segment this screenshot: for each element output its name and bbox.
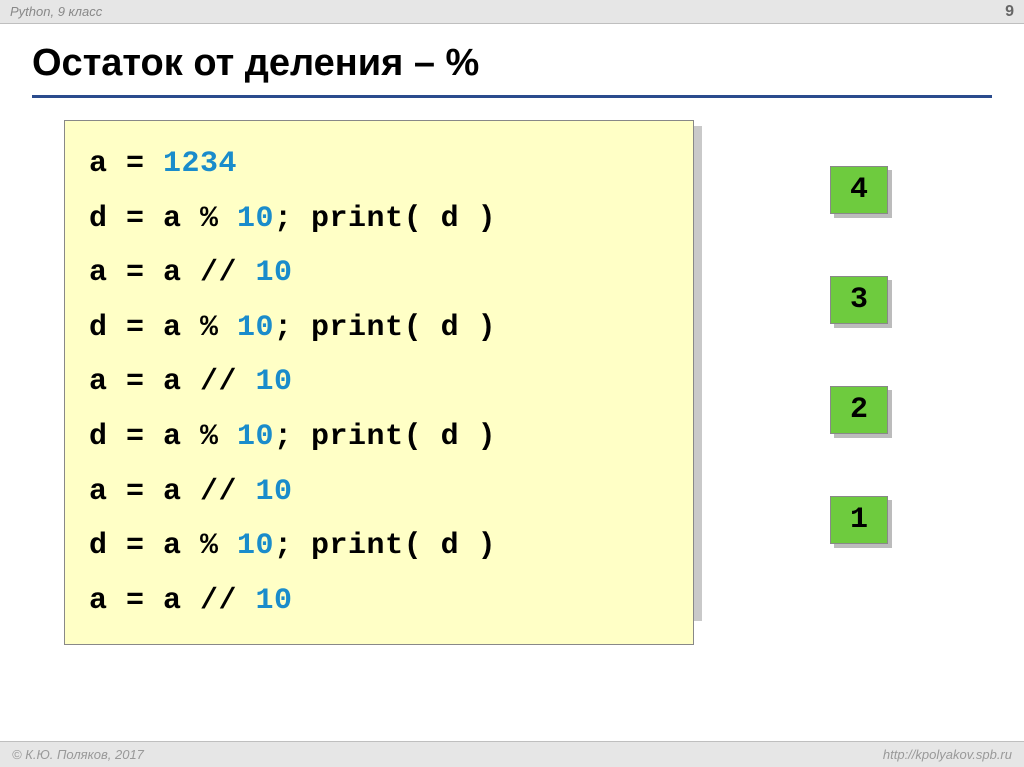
output-box: 3 — [830, 276, 888, 324]
code-line: a = a // 10 — [89, 465, 669, 520]
code-text: d = a % — [89, 202, 237, 236]
code-line: a = a // 10 — [89, 574, 669, 629]
code-line: a = a // 10 — [89, 355, 669, 410]
code-text: a = a // — [89, 475, 256, 509]
code-text: ; print( d ) — [274, 420, 496, 454]
code-number: 1234 — [163, 147, 237, 181]
output-value: 3 — [850, 283, 868, 317]
code-line: d = a % 10; print( d ) — [89, 410, 669, 465]
output-box: 1 — [830, 496, 888, 544]
output-value: 4 — [850, 173, 868, 207]
code-text: d = a % — [89, 529, 237, 563]
output-value: 2 — [850, 393, 868, 427]
code-line: a = a // 10 — [89, 246, 669, 301]
code-number: 10 — [237, 311, 274, 345]
footer-bar: © К.Ю. Поляков, 2017 http://kpolyakov.sp… — [0, 741, 1024, 767]
content-area: a = 1234 d = a % 10; print( d ) a = a //… — [0, 120, 1024, 645]
title-rule — [32, 95, 992, 98]
top-bar: Python, 9 класс 9 — [0, 0, 1024, 24]
page-title: Остаток от деления – % — [0, 24, 1024, 95]
code-number: 10 — [237, 420, 274, 454]
code-number: 10 — [256, 365, 293, 399]
code-number: 10 — [256, 475, 293, 509]
footer-url: http://kpolyakov.spb.ru — [883, 747, 1012, 762]
output-box: 4 — [830, 166, 888, 214]
code-number: 10 — [237, 202, 274, 236]
code-text: ; print( d ) — [274, 202, 496, 236]
code-line: d = a % 10; print( d ) — [89, 301, 669, 356]
output-value: 1 — [850, 503, 868, 537]
code-text: a = a // — [89, 584, 256, 618]
code-number: 10 — [256, 584, 293, 618]
code-text: d = a % — [89, 420, 237, 454]
code-text: ; print( d ) — [274, 529, 496, 563]
code-number: 10 — [237, 529, 274, 563]
code-line: d = a % 10; print( d ) — [89, 192, 669, 247]
code-box: a = 1234 d = a % 10; print( d ) a = a //… — [64, 120, 694, 645]
copyright-label: © К.Ю. Поляков, 2017 — [12, 747, 144, 762]
code-number: 10 — [256, 256, 293, 290]
code-line: d = a % 10; print( d ) — [89, 519, 669, 574]
code-text: a = — [89, 147, 163, 181]
course-label: Python, 9 класс — [10, 4, 102, 19]
code-text: d = a % — [89, 311, 237, 345]
code-text: ; print( d ) — [274, 311, 496, 345]
code-line: a = 1234 — [89, 137, 669, 192]
page-number: 9 — [1005, 3, 1014, 21]
output-box: 2 — [830, 386, 888, 434]
code-text: a = a // — [89, 365, 256, 399]
code-text: a = a // — [89, 256, 256, 290]
